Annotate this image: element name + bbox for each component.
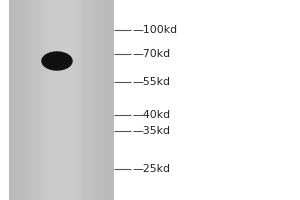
Text: —25kd: —25kd [132, 164, 170, 174]
Text: —35kd: —35kd [132, 126, 170, 136]
Text: —55kd: —55kd [132, 77, 170, 87]
Text: —40kd: —40kd [132, 110, 170, 120]
Text: —70kd: —70kd [132, 49, 170, 59]
Ellipse shape [42, 52, 72, 70]
Text: —100kd: —100kd [132, 25, 177, 35]
